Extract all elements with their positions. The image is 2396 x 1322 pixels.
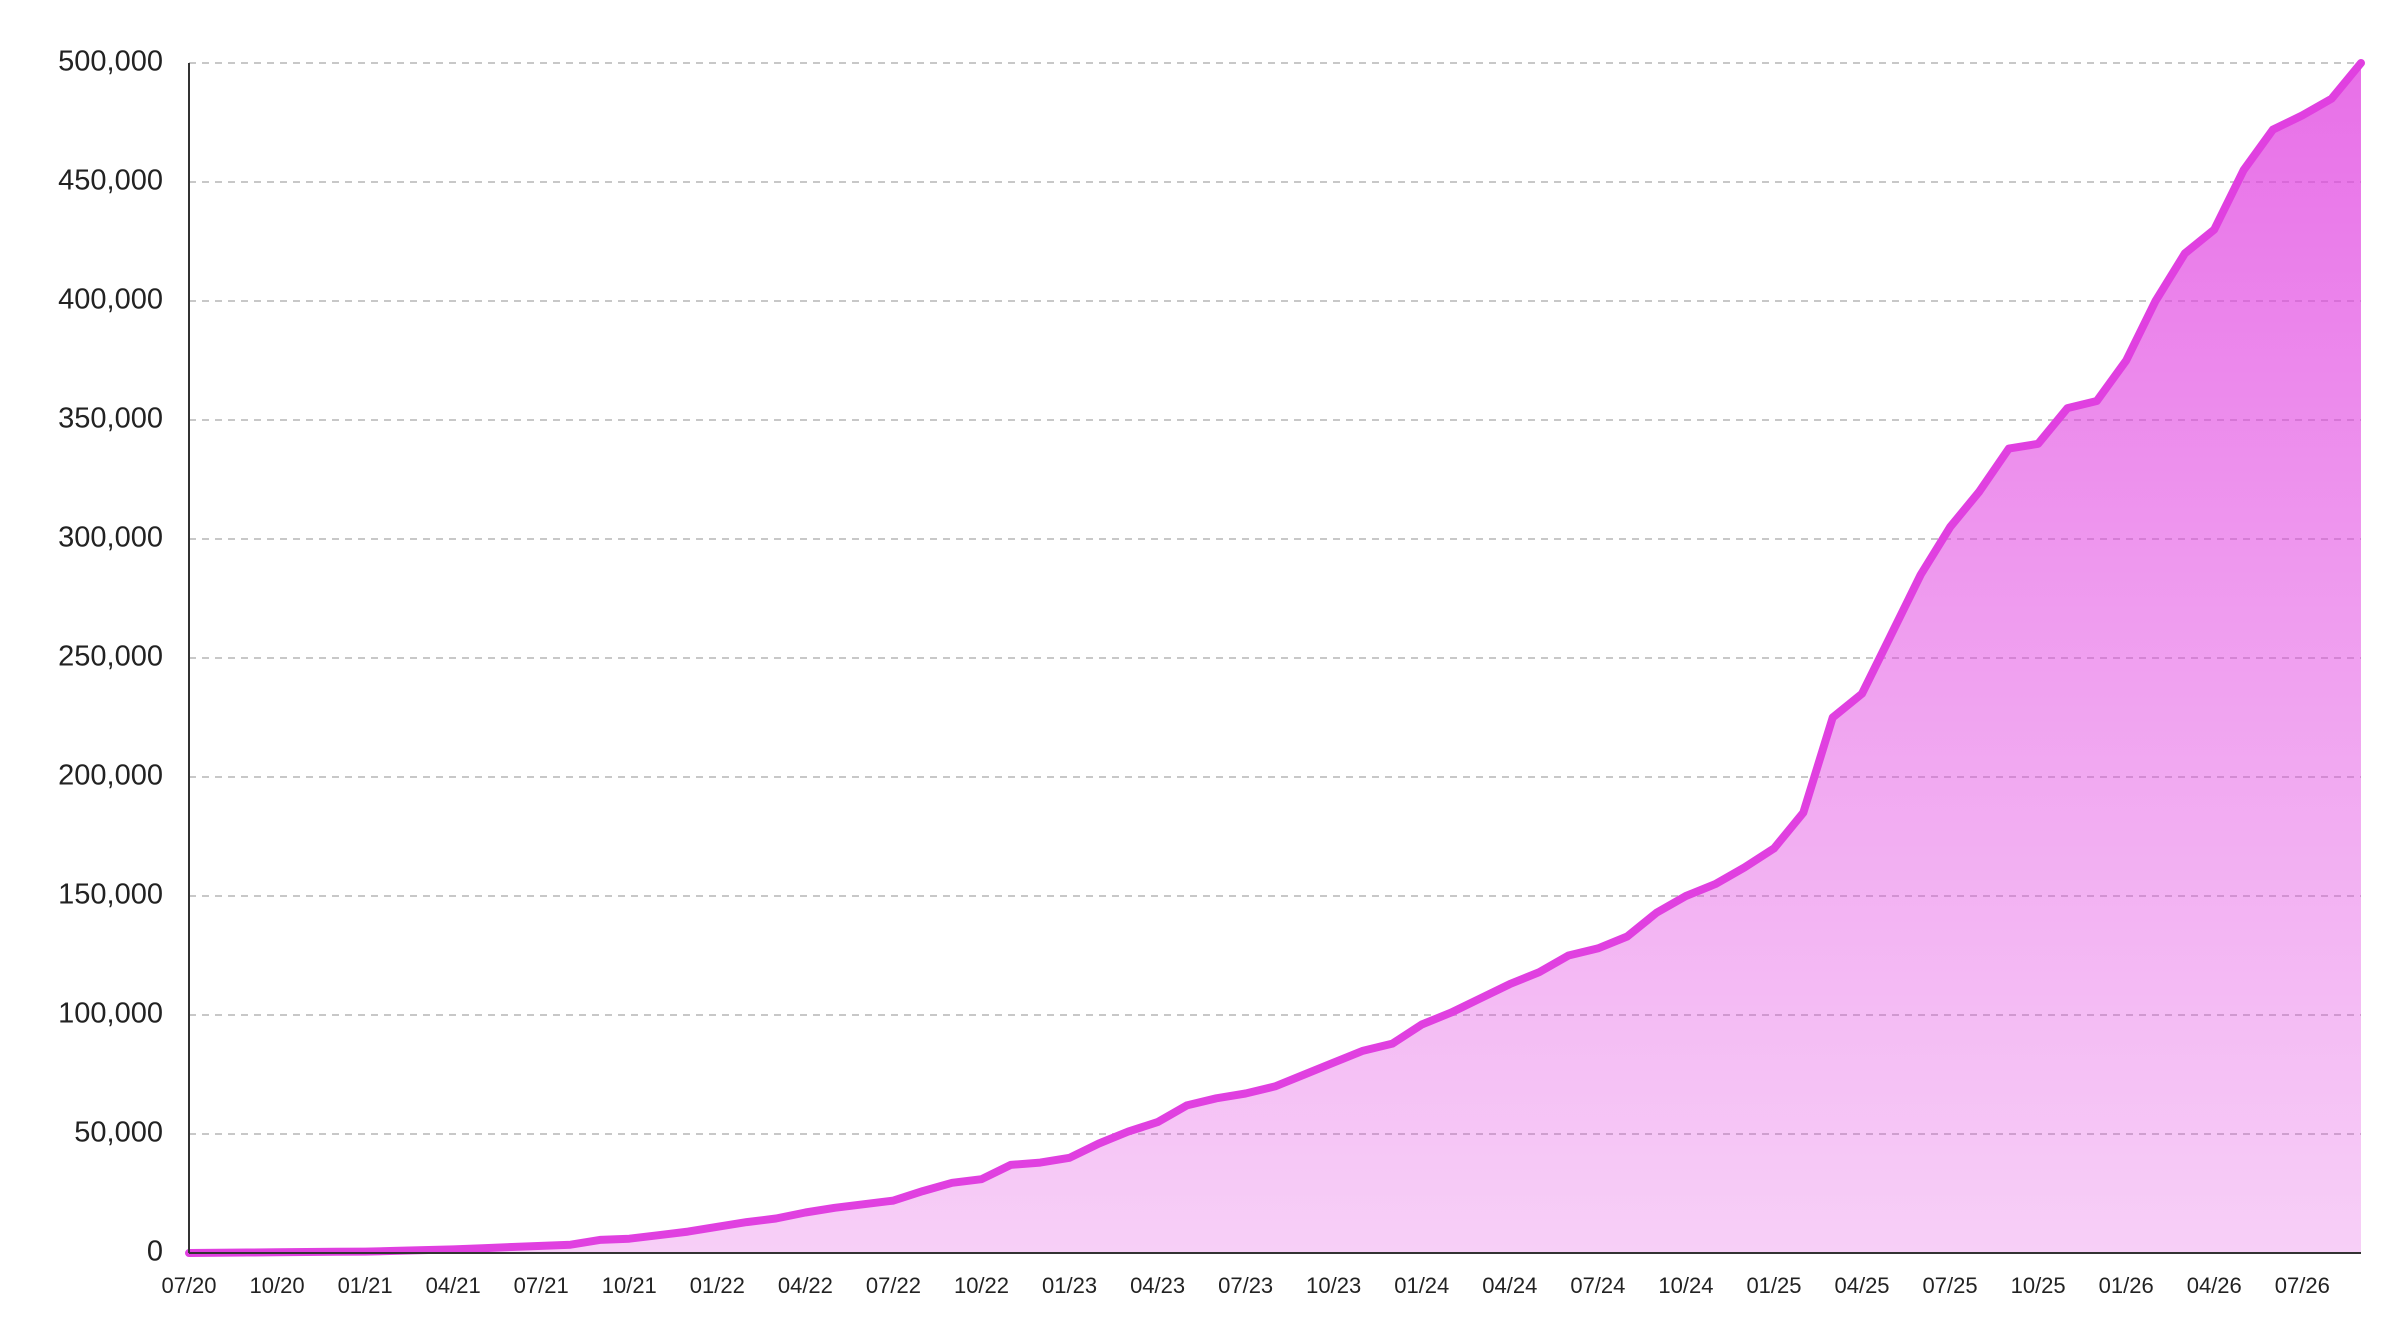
x-tick-label: 10/25 <box>2011 1273 2066 1298</box>
line <box>185 59 2365 1257</box>
x-tick-label: 10/21 <box>602 1273 657 1298</box>
x-tick-label: 07/24 <box>1570 1273 1625 1298</box>
x-tick-label: 07/22 <box>866 1273 921 1298</box>
x-tick-label: 07/21 <box>514 1273 569 1298</box>
x-tick-label: 07/23 <box>1218 1273 1273 1298</box>
x-tick-label: 07/20 <box>161 1273 216 1298</box>
x-tick-label: 04/25 <box>1834 1273 1889 1298</box>
x-tick-label: 01/21 <box>338 1273 393 1298</box>
x-tick-label: 10/20 <box>250 1273 305 1298</box>
y-tick-label: 500,000 <box>58 46 163 78</box>
x-tick-label: 10/24 <box>1658 1273 1713 1298</box>
y-tick-label: 350,000 <box>58 403 163 435</box>
x-tick-label: 10/23 <box>1306 1273 1361 1298</box>
x-tick-label: 01/24 <box>1394 1273 1449 1298</box>
x-tick-label: 01/25 <box>1746 1273 1801 1298</box>
y-tick-label: 450,000 <box>58 165 163 197</box>
x-tick-label: 01/26 <box>2099 1273 2154 1298</box>
y-tick-label: 100,000 <box>58 998 163 1030</box>
x-tick-label: 04/24 <box>1482 1273 1537 1298</box>
y-tick-label: 50,000 <box>74 1117 163 1149</box>
y-tick-label: 0 <box>147 1236 163 1268</box>
x-tick-label: 10/22 <box>954 1273 1009 1298</box>
y-tick-label: 200,000 <box>58 760 163 792</box>
x-tick-label: 01/23 <box>1042 1273 1097 1298</box>
y-tick-label: 250,000 <box>58 641 163 673</box>
area-fill <box>189 63 2361 1253</box>
x-tick-label: 01/22 <box>690 1273 745 1298</box>
x-tick-label: 04/22 <box>778 1273 833 1298</box>
y-tick-label: 400,000 <box>58 284 163 316</box>
x-tick-label: 07/26 <box>2275 1273 2330 1298</box>
y-tick-label: 150,000 <box>58 879 163 911</box>
x-tick-label: 04/26 <box>2187 1273 2242 1298</box>
x-tick-label: 04/21 <box>426 1273 481 1298</box>
x-tick-label: 04/23 <box>1130 1273 1185 1298</box>
x-tick-label: 07/25 <box>1923 1273 1978 1298</box>
y-tick-label: 300,000 <box>58 522 163 554</box>
